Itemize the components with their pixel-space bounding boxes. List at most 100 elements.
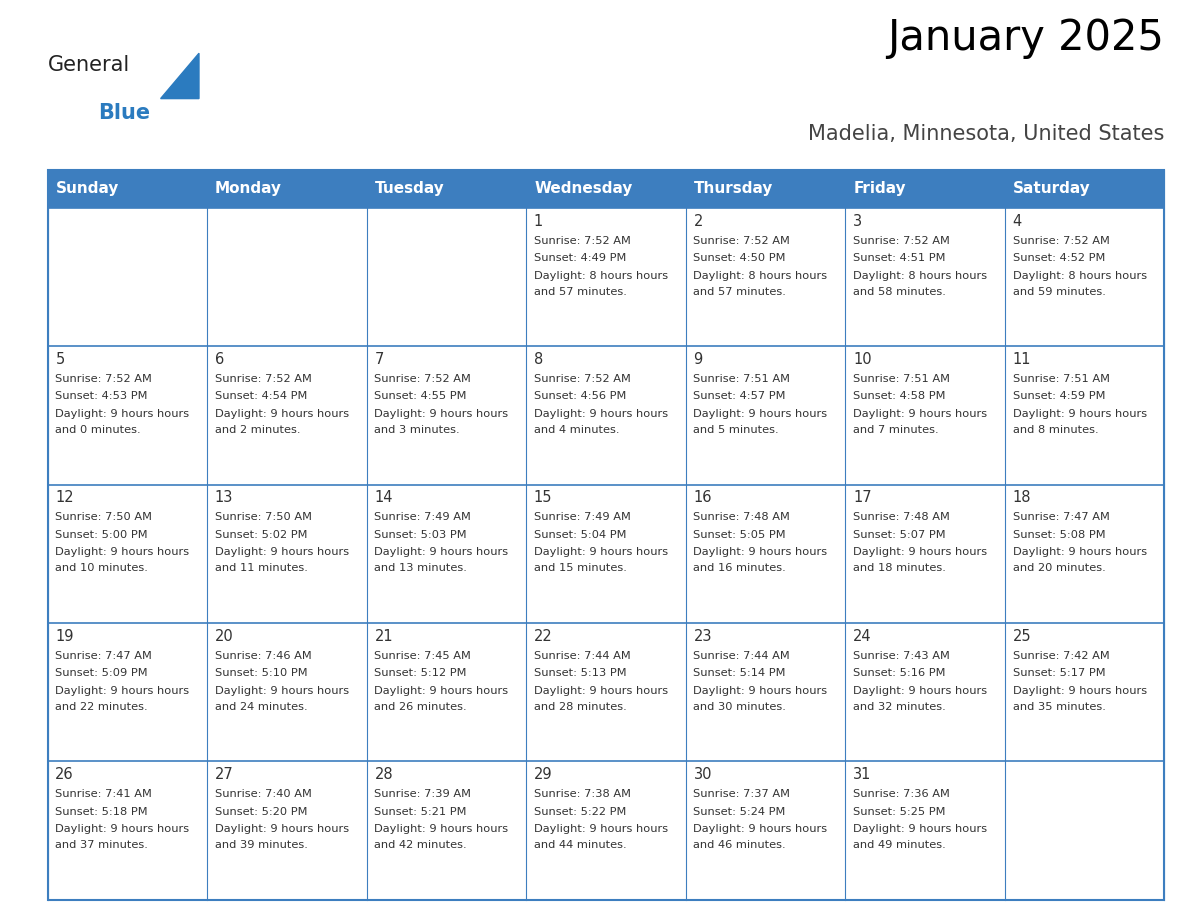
Text: Daylight: 9 hours hours: Daylight: 9 hours hours [374, 824, 508, 834]
Text: Sunset: 4:50 PM: Sunset: 4:50 PM [694, 253, 786, 263]
Text: and 11 minutes.: and 11 minutes. [215, 564, 308, 574]
Text: Sunrise: 7:52 AM: Sunrise: 7:52 AM [374, 374, 472, 384]
Text: Sunrise: 7:49 AM: Sunrise: 7:49 AM [533, 512, 631, 522]
Text: 20: 20 [215, 629, 234, 644]
Text: Daylight: 9 hours hours: Daylight: 9 hours hours [215, 686, 349, 696]
Text: Sunset: 5:16 PM: Sunset: 5:16 PM [853, 668, 946, 678]
Text: Tuesday: Tuesday [374, 182, 444, 196]
Text: Sunrise: 7:37 AM: Sunrise: 7:37 AM [694, 789, 790, 799]
Text: and 57 minutes.: and 57 minutes. [694, 286, 786, 297]
Text: Sunrise: 7:36 AM: Sunrise: 7:36 AM [853, 789, 950, 799]
Text: 24: 24 [853, 629, 872, 644]
Text: Sunrise: 7:46 AM: Sunrise: 7:46 AM [215, 651, 311, 661]
Text: Sunset: 5:22 PM: Sunset: 5:22 PM [533, 807, 626, 816]
Text: Monday: Monday [215, 182, 282, 196]
Text: Daylight: 9 hours hours: Daylight: 9 hours hours [215, 409, 349, 419]
Text: Sunrise: 7:44 AM: Sunrise: 7:44 AM [694, 651, 790, 661]
Text: 4: 4 [1012, 214, 1022, 229]
Text: Sunset: 5:04 PM: Sunset: 5:04 PM [533, 530, 626, 540]
Text: Daylight: 9 hours hours: Daylight: 9 hours hours [533, 547, 668, 557]
Text: Sunrise: 7:50 AM: Sunrise: 7:50 AM [215, 512, 312, 522]
Text: 22: 22 [533, 629, 552, 644]
Text: and 35 minutes.: and 35 minutes. [1012, 701, 1105, 711]
Text: Daylight: 9 hours hours: Daylight: 9 hours hours [694, 547, 828, 557]
Text: 21: 21 [374, 629, 393, 644]
Text: 7: 7 [374, 352, 384, 367]
Text: Daylight: 9 hours hours: Daylight: 9 hours hours [56, 686, 189, 696]
Text: 8: 8 [533, 352, 543, 367]
Text: 1: 1 [533, 214, 543, 229]
Text: Daylight: 9 hours hours: Daylight: 9 hours hours [533, 824, 668, 834]
Text: and 26 minutes.: and 26 minutes. [374, 701, 467, 711]
Text: and 28 minutes.: and 28 minutes. [533, 701, 627, 711]
Text: 26: 26 [56, 767, 74, 782]
Text: Sunrise: 7:52 AM: Sunrise: 7:52 AM [694, 236, 790, 245]
Text: Daylight: 9 hours hours: Daylight: 9 hours hours [1012, 547, 1146, 557]
Text: January 2025: January 2025 [887, 17, 1164, 59]
Text: 15: 15 [533, 490, 552, 506]
Text: 17: 17 [853, 490, 872, 506]
Text: Sunset: 5:09 PM: Sunset: 5:09 PM [56, 668, 148, 678]
Text: Sunrise: 7:51 AM: Sunrise: 7:51 AM [1012, 374, 1110, 384]
Text: Daylight: 9 hours hours: Daylight: 9 hours hours [853, 686, 987, 696]
Text: 11: 11 [1012, 352, 1031, 367]
Text: and 4 minutes.: and 4 minutes. [533, 425, 619, 435]
Text: Sunrise: 7:52 AM: Sunrise: 7:52 AM [533, 374, 631, 384]
Text: Sunrise: 7:50 AM: Sunrise: 7:50 AM [56, 512, 152, 522]
Text: Sunrise: 7:52 AM: Sunrise: 7:52 AM [853, 236, 950, 245]
Text: Sunset: 4:56 PM: Sunset: 4:56 PM [533, 391, 626, 401]
Text: and 3 minutes.: and 3 minutes. [374, 425, 460, 435]
Text: Sunrise: 7:48 AM: Sunrise: 7:48 AM [694, 512, 790, 522]
Text: 23: 23 [694, 629, 712, 644]
Text: and 15 minutes.: and 15 minutes. [533, 564, 627, 574]
Text: Daylight: 9 hours hours: Daylight: 9 hours hours [853, 824, 987, 834]
Polygon shape [160, 53, 200, 98]
FancyBboxPatch shape [845, 170, 1005, 207]
Text: Sunset: 5:08 PM: Sunset: 5:08 PM [1012, 530, 1105, 540]
Text: Sunset: 5:24 PM: Sunset: 5:24 PM [694, 807, 785, 816]
Text: 31: 31 [853, 767, 871, 782]
Text: 29: 29 [533, 767, 552, 782]
Text: and 42 minutes.: and 42 minutes. [374, 840, 467, 850]
FancyBboxPatch shape [48, 170, 207, 207]
Text: Sunset: 5:17 PM: Sunset: 5:17 PM [1012, 668, 1105, 678]
Text: and 2 minutes.: and 2 minutes. [215, 425, 301, 435]
Text: 28: 28 [374, 767, 393, 782]
Text: Sunset: 4:54 PM: Sunset: 4:54 PM [215, 391, 308, 401]
Text: Daylight: 9 hours hours: Daylight: 9 hours hours [215, 824, 349, 834]
Text: Daylight: 9 hours hours: Daylight: 9 hours hours [694, 409, 828, 419]
Text: Sunset: 5:14 PM: Sunset: 5:14 PM [694, 668, 786, 678]
Text: Daylight: 9 hours hours: Daylight: 9 hours hours [374, 409, 508, 419]
Text: 5: 5 [56, 352, 64, 367]
Text: Daylight: 9 hours hours: Daylight: 9 hours hours [533, 686, 668, 696]
Text: Sunrise: 7:38 AM: Sunrise: 7:38 AM [533, 789, 631, 799]
FancyBboxPatch shape [1005, 170, 1164, 207]
FancyBboxPatch shape [526, 170, 685, 207]
Text: and 22 minutes.: and 22 minutes. [56, 701, 148, 711]
Text: and 10 minutes.: and 10 minutes. [56, 564, 148, 574]
Text: Sunset: 5:00 PM: Sunset: 5:00 PM [56, 530, 148, 540]
Text: and 0 minutes.: and 0 minutes. [56, 425, 141, 435]
Text: Sunset: 5:13 PM: Sunset: 5:13 PM [533, 668, 626, 678]
Text: and 20 minutes.: and 20 minutes. [1012, 564, 1105, 574]
Text: Daylight: 8 hours hours: Daylight: 8 hours hours [533, 271, 668, 281]
Text: Sunrise: 7:43 AM: Sunrise: 7:43 AM [853, 651, 950, 661]
Text: 27: 27 [215, 767, 234, 782]
Text: Sunset: 4:49 PM: Sunset: 4:49 PM [533, 253, 626, 263]
Text: and 8 minutes.: and 8 minutes. [1012, 425, 1098, 435]
Text: Daylight: 9 hours hours: Daylight: 9 hours hours [1012, 686, 1146, 696]
FancyBboxPatch shape [367, 170, 526, 207]
Text: 13: 13 [215, 490, 233, 506]
Text: Sunset: 4:58 PM: Sunset: 4:58 PM [853, 391, 946, 401]
Text: Sunset: 4:51 PM: Sunset: 4:51 PM [853, 253, 946, 263]
Text: Sunrise: 7:45 AM: Sunrise: 7:45 AM [374, 651, 472, 661]
Text: Sunrise: 7:47 AM: Sunrise: 7:47 AM [56, 651, 152, 661]
Text: Daylight: 8 hours hours: Daylight: 8 hours hours [853, 271, 987, 281]
Text: Daylight: 9 hours hours: Daylight: 9 hours hours [374, 686, 508, 696]
Text: Daylight: 8 hours hours: Daylight: 8 hours hours [694, 271, 828, 281]
Text: and 32 minutes.: and 32 minutes. [853, 701, 946, 711]
Text: Sunset: 4:57 PM: Sunset: 4:57 PM [694, 391, 786, 401]
Text: Daylight: 9 hours hours: Daylight: 9 hours hours [853, 547, 987, 557]
Text: and 58 minutes.: and 58 minutes. [853, 286, 946, 297]
Text: Daylight: 9 hours hours: Daylight: 9 hours hours [853, 409, 987, 419]
